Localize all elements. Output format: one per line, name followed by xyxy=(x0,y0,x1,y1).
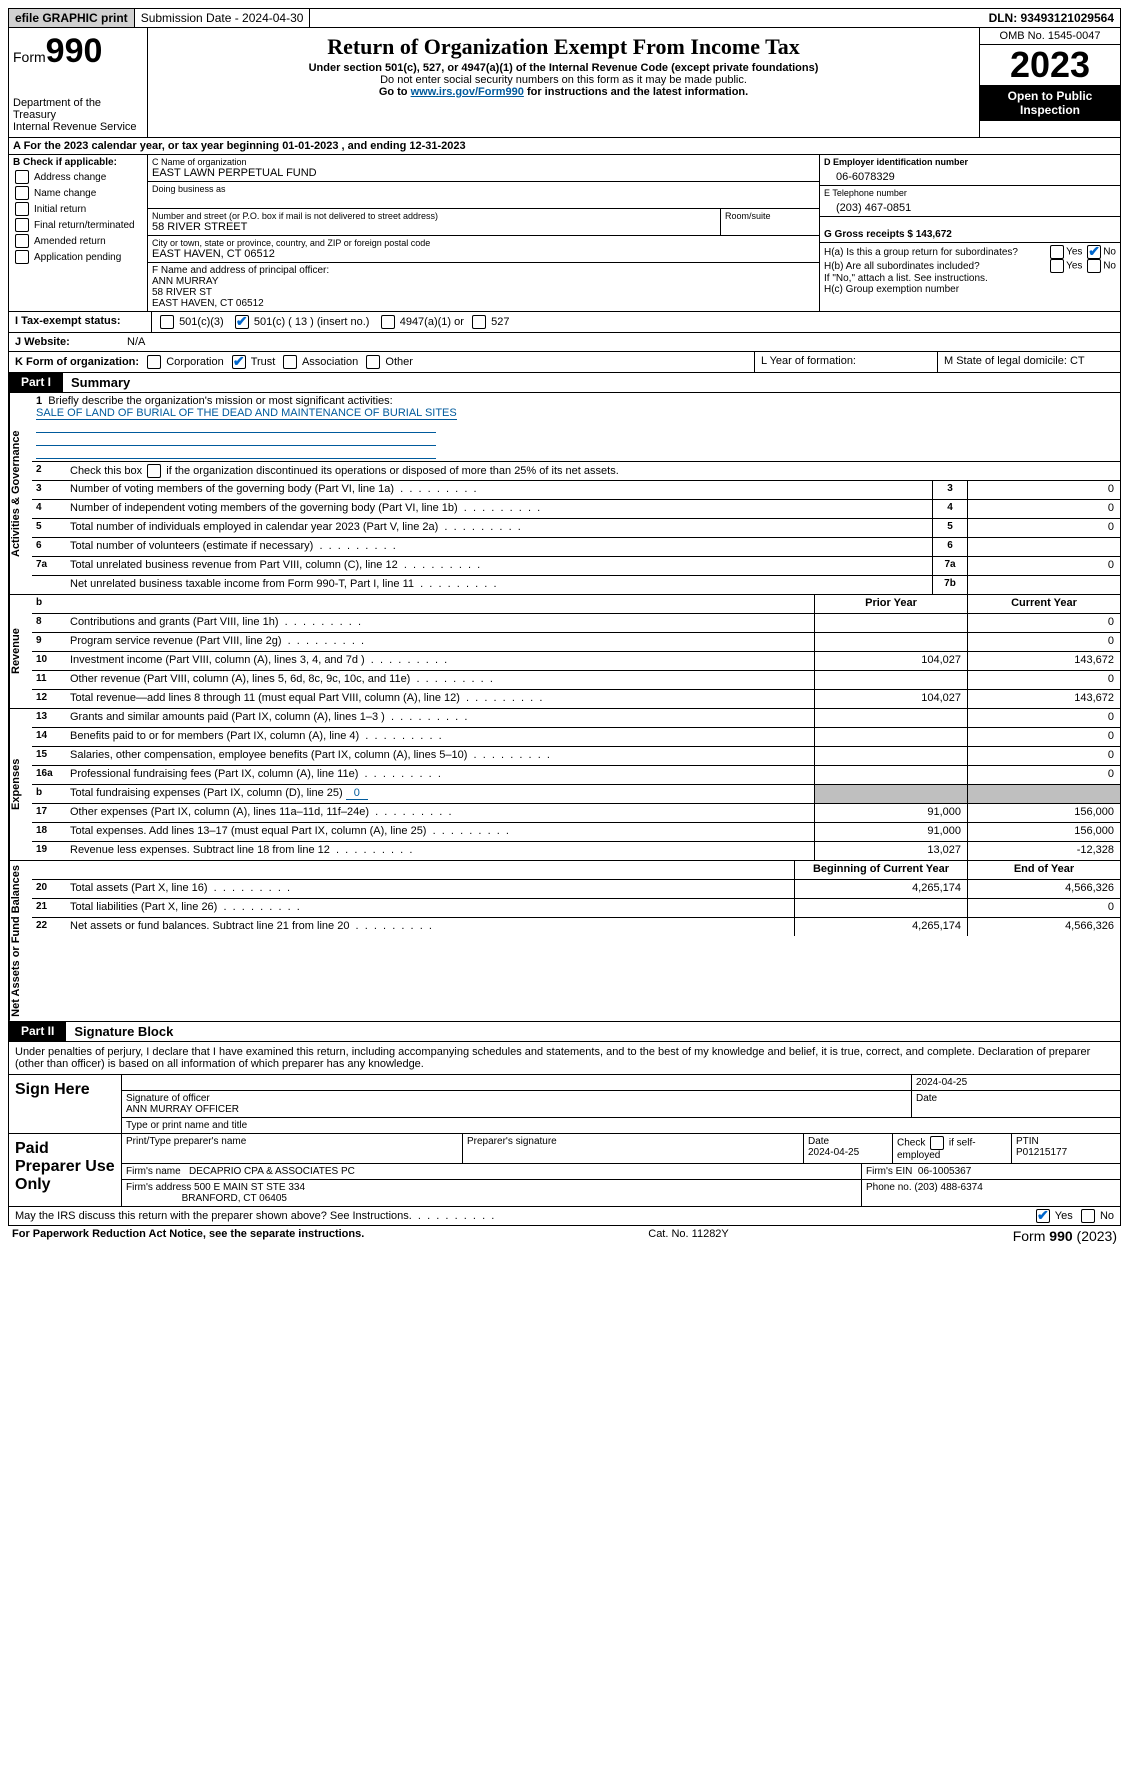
expenses-section: Expenses 13 Grants and similar amounts p… xyxy=(8,709,1121,861)
table-row: 5 Total number of individuals employed i… xyxy=(32,519,1120,538)
chk-assoc[interactable] xyxy=(283,355,297,369)
gross-receipts: G Gross receipts $ 143,672 xyxy=(820,217,1120,243)
chk-discuss-no[interactable] xyxy=(1081,1209,1095,1223)
table-row: 10 Investment income (Part VIII, column … xyxy=(32,652,1120,671)
table-row: 13 Grants and similar amounts paid (Part… xyxy=(32,709,1120,728)
table-row: 17 Other expenses (Part IX, column (A), … xyxy=(32,804,1120,823)
chk-trust[interactable] xyxy=(232,355,246,369)
chk-self-employed[interactable] xyxy=(930,1136,944,1150)
omb-number: OMB No. 1545-0047 xyxy=(980,28,1120,45)
subtitle-3: Go to www.irs.gov/Form990 for instructio… xyxy=(156,86,971,98)
bottom-footer: For Paperwork Reduction Act Notice, see … xyxy=(8,1226,1121,1246)
form-header: Form990 Department of the Treasury Inter… xyxy=(8,28,1121,138)
table-row: 22 Net assets or fund balances. Subtract… xyxy=(32,918,1120,936)
part2-header: Part II Signature Block xyxy=(8,1022,1121,1042)
form-number: Form990 xyxy=(13,32,143,71)
mission-text: SALE OF LAND OF BURIAL OF THE DEAD AND M… xyxy=(36,407,457,420)
table-row: 21 Total liabilities (Part X, line 26) 0 xyxy=(32,899,1120,918)
chk-name-change[interactable] xyxy=(15,186,29,200)
table-row: 3 Number of voting members of the govern… xyxy=(32,481,1120,500)
table-row: 9 Program service revenue (Part VIII, li… xyxy=(32,633,1120,652)
subtitle-2: Do not enter social security numbers on … xyxy=(156,74,971,86)
form-footer: Form 990 (2023) xyxy=(1013,1228,1117,1244)
activities-governance: Activities & Governance 1 Briefly descri… xyxy=(8,393,1121,595)
spacer xyxy=(310,16,332,20)
table-row: Net unrelated business taxable income fr… xyxy=(32,576,1120,594)
revenue-section: Revenue b Prior Year Current Year 8 Cont… xyxy=(8,595,1121,709)
officer-cell: F Name and address of principal officer:… xyxy=(148,263,819,311)
chk-discuss-yes[interactable] xyxy=(1036,1209,1050,1223)
chk-address-change[interactable] xyxy=(15,170,29,184)
chk-other[interactable] xyxy=(366,355,380,369)
table-row: 19 Revenue less expenses. Subtract line … xyxy=(32,842,1120,860)
net-assets-section: Net Assets or Fund Balances Beginning of… xyxy=(8,861,1121,1022)
chk-hb-yes[interactable] xyxy=(1050,259,1064,273)
open-public-badge: Open to Public Inspection xyxy=(980,85,1120,121)
table-row: 20 Total assets (Part X, line 16) 4,265,… xyxy=(32,880,1120,899)
table-row: 16a Professional fundraising fees (Part … xyxy=(32,766,1120,785)
part1-header: Part I Summary xyxy=(8,373,1121,393)
chk-527[interactable] xyxy=(472,315,486,329)
chk-corp[interactable] xyxy=(147,355,161,369)
chk-ha-no[interactable] xyxy=(1087,245,1101,259)
vtab-governance: Activities & Governance xyxy=(9,393,32,594)
chk-4947[interactable] xyxy=(381,315,395,329)
line-a: A For the 2023 calendar year, or tax yea… xyxy=(8,138,1121,155)
efile-print-button[interactable]: efile GRAPHIC print xyxy=(9,9,135,27)
table-row: 11 Other revenue (Part VIII, column (A),… xyxy=(32,671,1120,690)
row-j-website: J Website: N/A xyxy=(8,333,1121,352)
irs-label: Internal Revenue Service xyxy=(13,121,143,133)
vtab-net-assets: Net Assets or Fund Balances xyxy=(9,861,32,1021)
chk-ha-yes[interactable] xyxy=(1050,245,1064,259)
h-section: H(a) Is this a group return for subordin… xyxy=(820,243,1120,297)
vtab-revenue: Revenue xyxy=(9,595,32,708)
ein-cell: D Employer identification number 06-6078… xyxy=(820,155,1120,186)
chk-amended[interactable] xyxy=(15,234,29,248)
city-cell: City or town, state or province, country… xyxy=(148,236,819,263)
dba-cell: Doing business as xyxy=(148,182,819,209)
row-k-org-form: K Form of organization: Corporation Trus… xyxy=(8,352,1121,373)
chk-app-pending[interactable] xyxy=(15,250,29,264)
table-row: 8 Contributions and grants (Part VIII, l… xyxy=(32,614,1120,633)
form-title: Return of Organization Exempt From Incom… xyxy=(156,34,971,60)
chk-initial-return[interactable] xyxy=(15,202,29,216)
address-cell: Number and street (or P.O. box if mail i… xyxy=(148,209,819,236)
tax-year: 2023 xyxy=(980,45,1120,85)
phone-cell: E Telephone number (203) 467-0851 xyxy=(820,186,1120,217)
table-row: 14 Benefits paid to or for members (Part… xyxy=(32,728,1120,747)
sign-here-label: Sign Here xyxy=(9,1075,122,1133)
chk-final-return[interactable] xyxy=(15,218,29,232)
dept-label: Department of the Treasury xyxy=(13,97,143,121)
dln-label: DLN: 93493121029564 xyxy=(983,9,1120,27)
paid-preparer-label: Paid Preparer Use Only xyxy=(9,1134,122,1206)
table-row: 4 Number of independent voting members o… xyxy=(32,500,1120,519)
top-bar: efile GRAPHIC print Submission Date - 20… xyxy=(8,8,1121,28)
irs-link[interactable]: www.irs.gov/Form990 xyxy=(411,86,524,98)
chk-501c[interactable] xyxy=(235,315,249,329)
chk-hb-no[interactable] xyxy=(1087,259,1101,273)
submission-date: Submission Date - 2024-04-30 xyxy=(135,9,311,27)
chk-501c3[interactable] xyxy=(160,315,174,329)
discuss-row: May the IRS discuss this return with the… xyxy=(8,1207,1121,1226)
col-b-checkboxes: B Check if applicable: Address change Na… xyxy=(9,155,148,311)
table-row: 18 Total expenses. Add lines 13–17 (must… xyxy=(32,823,1120,842)
chk-discontinued[interactable] xyxy=(147,464,161,478)
perjury-declaration: Under penalties of perjury, I declare th… xyxy=(9,1042,1120,1074)
subtitle-1: Under section 501(c), 527, or 4947(a)(1)… xyxy=(156,62,971,74)
table-row: 12 Total revenue—add lines 8 through 11 … xyxy=(32,690,1120,708)
row-i-tax-status: I Tax-exempt status: 501(c)(3) 501(c) ( … xyxy=(8,312,1121,333)
section-b-to-h: B Check if applicable: Address change Na… xyxy=(8,155,1121,312)
table-row: 7a Total unrelated business revenue from… xyxy=(32,557,1120,576)
org-name-cell: C Name of organization EAST LAWN PERPETU… xyxy=(148,155,819,182)
signature-block: Under penalties of perjury, I declare th… xyxy=(8,1042,1121,1207)
vtab-expenses: Expenses xyxy=(9,709,32,860)
table-row: 6 Total number of volunteers (estimate i… xyxy=(32,538,1120,557)
line2-text: Check this box if the organization disco… xyxy=(70,465,619,477)
table-row: 15 Salaries, other compensation, employe… xyxy=(32,747,1120,766)
